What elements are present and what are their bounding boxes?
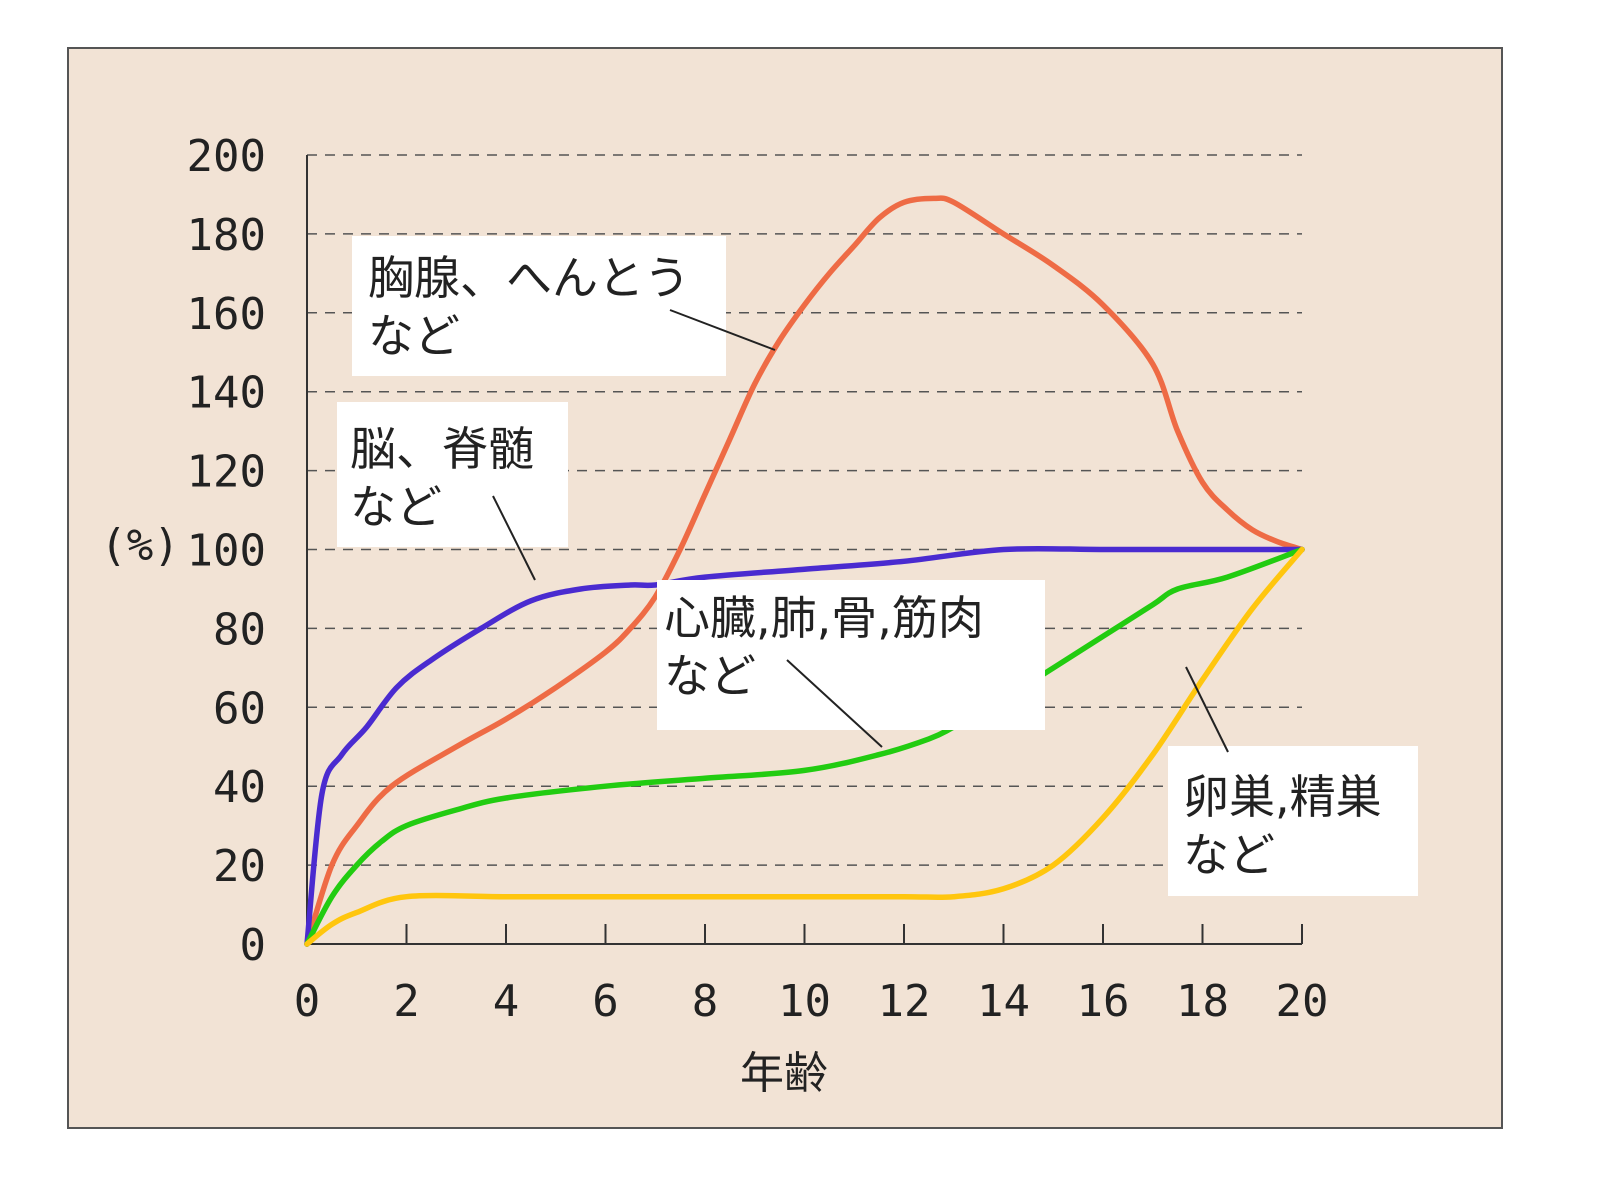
leader-line	[786, 659, 883, 748]
gridlines	[307, 154, 1302, 866]
label-line: など	[664, 649, 756, 703]
leader-line	[492, 495, 536, 581]
y-tick-label: 120	[187, 447, 266, 498]
x-tick-label: 12	[878, 976, 931, 1027]
label-line: など	[368, 309, 460, 363]
axes: 0 20 40 60 80 100 120 140 160 180 200 0 2 4 6 8 10 12 14 16…	[187, 131, 1329, 1027]
y-axis-label: (%)	[100, 520, 179, 571]
label-box	[657, 580, 1045, 730]
y-tick-label: 200	[187, 131, 266, 182]
label-line: 胸腺、へんとう	[368, 251, 690, 305]
x-tick-label: 20	[1276, 976, 1329, 1027]
label-box	[352, 236, 726, 376]
label-line: など	[350, 480, 442, 534]
y-tick-label: 0	[240, 920, 267, 971]
label-box	[337, 402, 568, 547]
label-line: 脳、脊髄	[350, 422, 534, 476]
y-tick-label: 160	[187, 289, 266, 340]
label-line: 卵巣,精巣	[1183, 770, 1382, 824]
label-line: など	[1183, 828, 1275, 882]
y-tick-label: 180	[187, 210, 266, 261]
x-tick-label: 0	[294, 976, 321, 1027]
series-lines	[304, 195, 1305, 947]
label-box	[1168, 746, 1418, 896]
x-tick-label: 18	[1176, 976, 1229, 1027]
x-axis-label: 年齢	[740, 1048, 828, 1099]
y-tick-label: 60	[213, 683, 266, 734]
x-tick-label: 6	[592, 976, 619, 1027]
x-tick-label: 8	[692, 976, 719, 1027]
y-tick-label: 20	[213, 841, 266, 892]
y-tick-label: 100	[187, 526, 266, 577]
y-tick-label: 140	[187, 368, 266, 419]
ovary-testis-line	[304, 546, 1305, 947]
leader-lines	[492, 309, 1229, 753]
x-tick-label: 2	[393, 976, 420, 1027]
x-tick-label: 4	[493, 976, 520, 1027]
x-tick-label: 14	[977, 976, 1030, 1027]
x-tick-label: 10	[778, 976, 831, 1027]
leader-line	[1185, 666, 1229, 753]
leader-line	[669, 309, 776, 351]
y-tick-label: 80	[213, 604, 266, 655]
x-tick-label: 16	[1077, 976, 1130, 1027]
heart-lung-bone-muscle-line	[304, 546, 1305, 947]
label-line: 心臓,肺,骨,筋肉	[664, 591, 984, 645]
thymus-tonsil-line	[304, 195, 1305, 947]
y-tick-label: 40	[213, 762, 266, 813]
brain-spinal-cord-line	[304, 545, 1305, 947]
